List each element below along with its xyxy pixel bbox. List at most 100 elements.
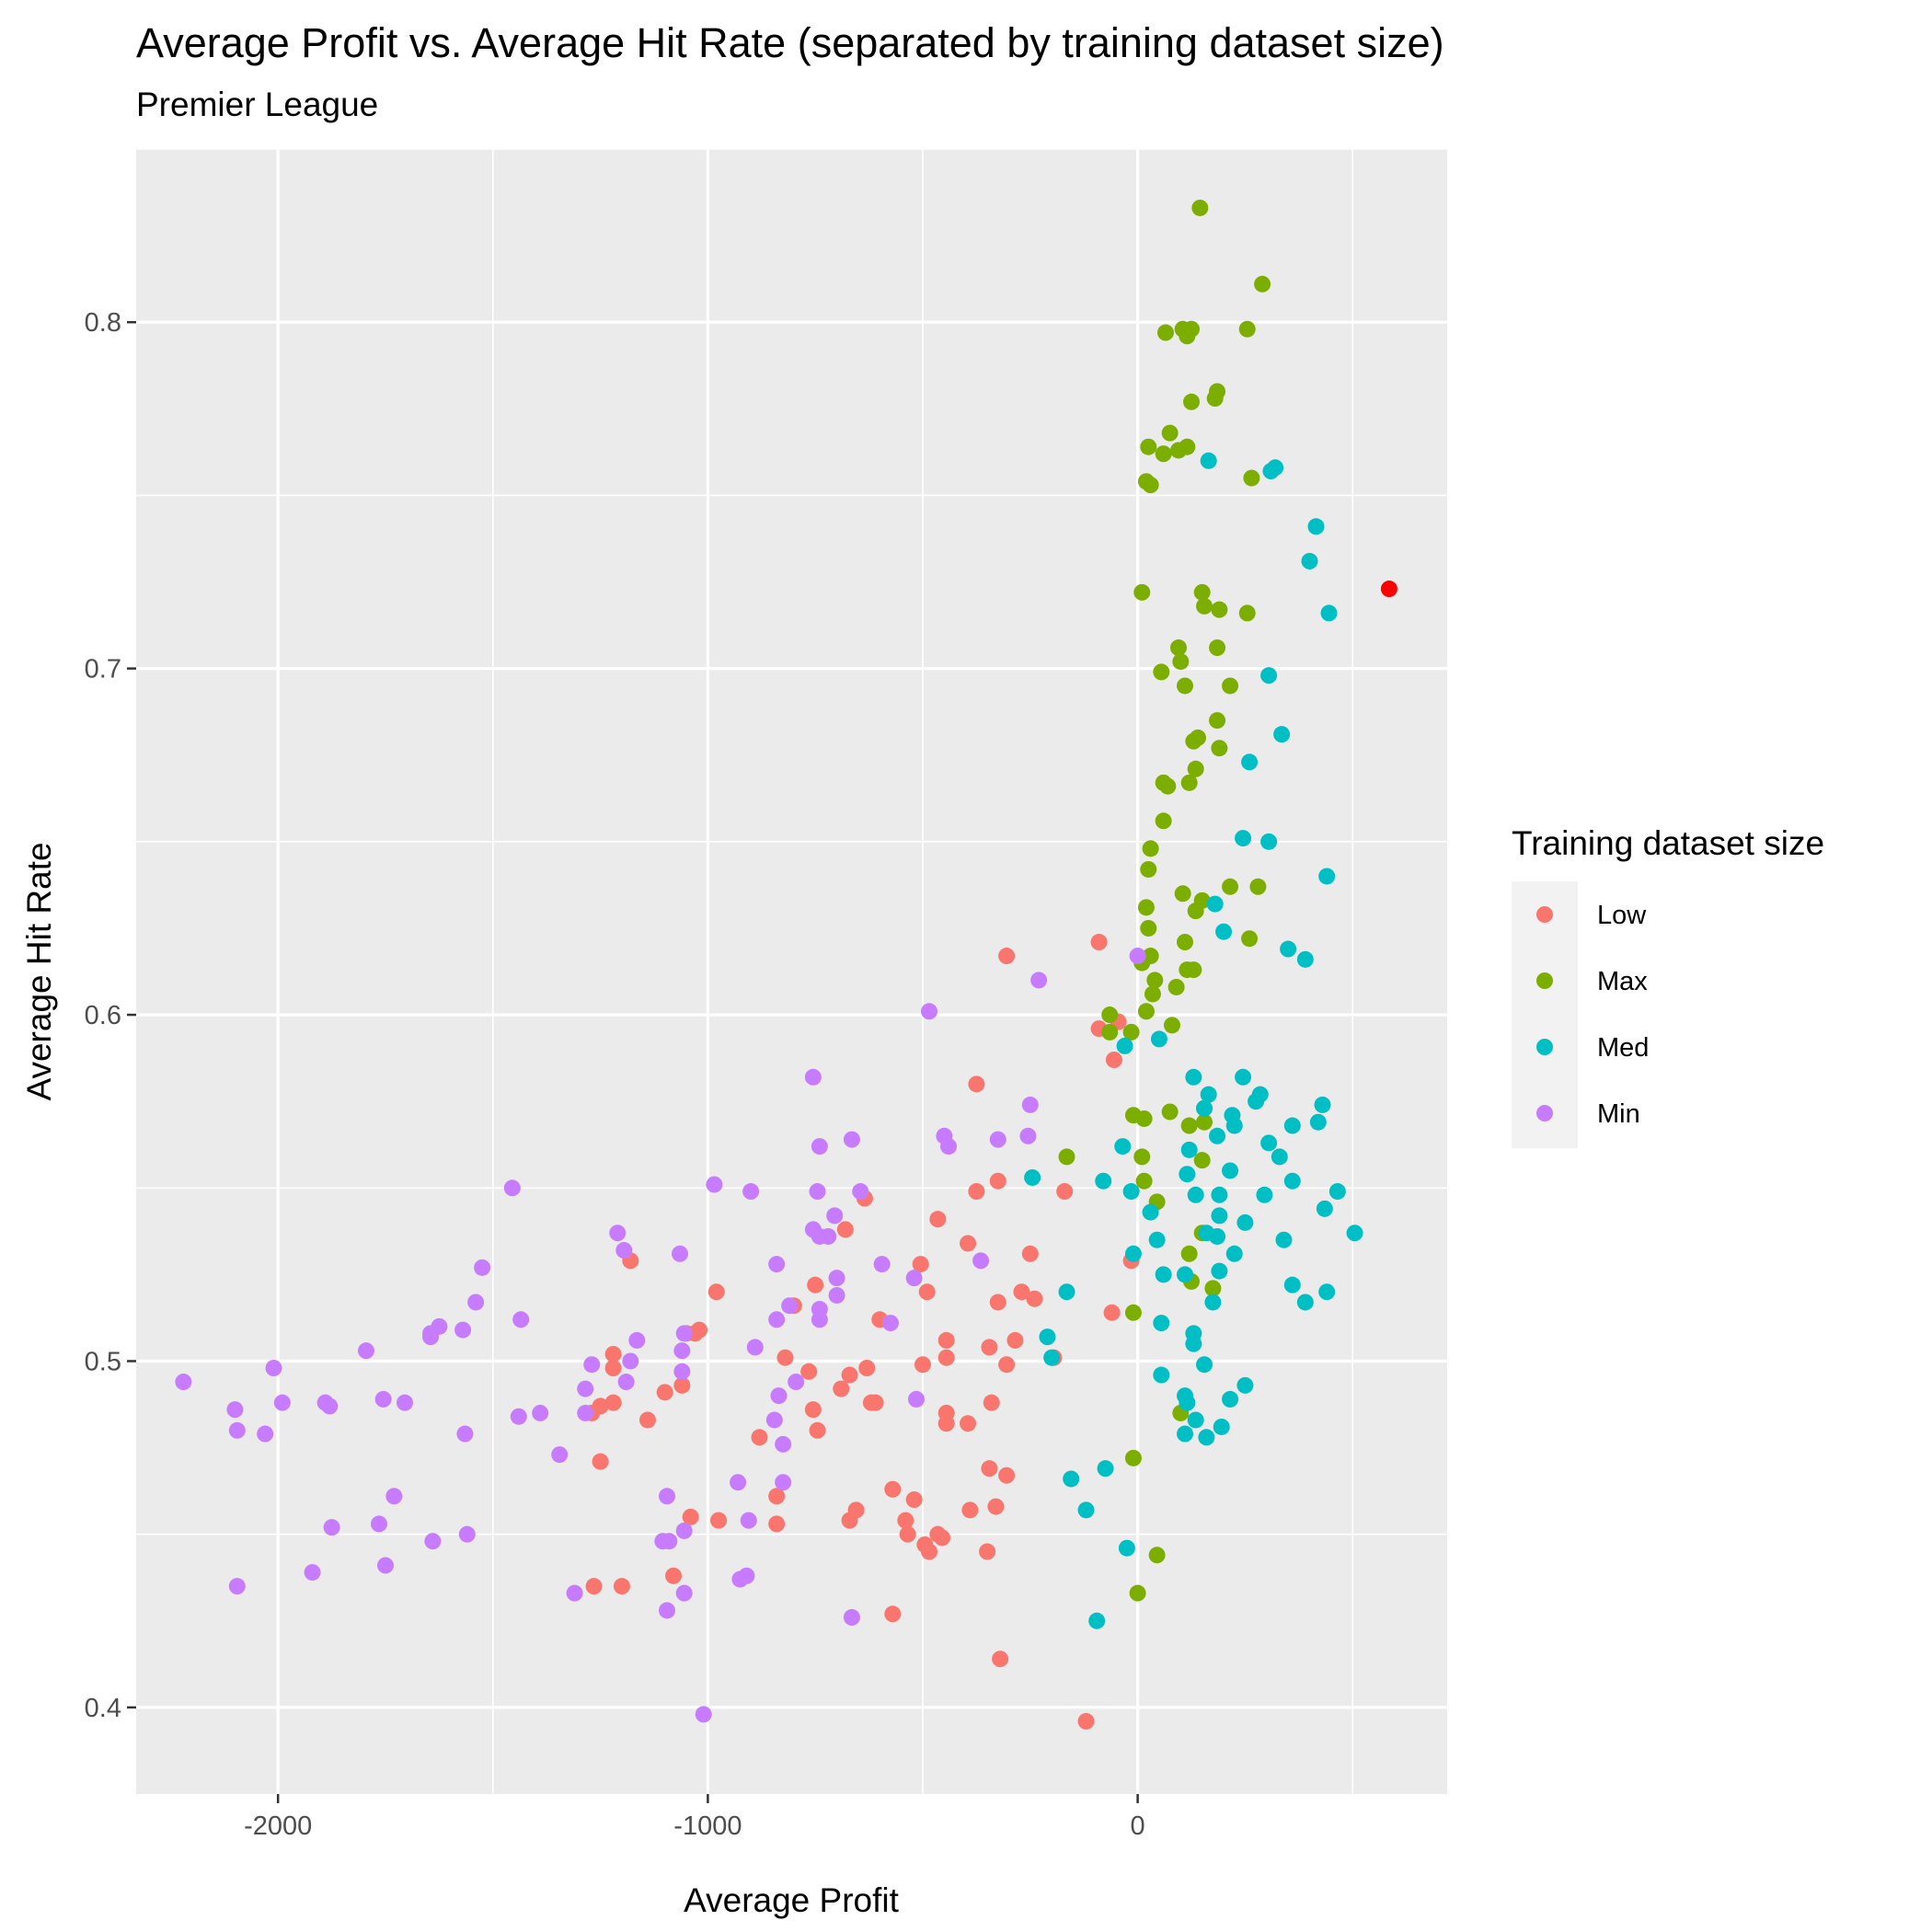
point-min	[788, 1374, 805, 1391]
point-max	[1179, 438, 1196, 455]
point-min	[609, 1225, 627, 1242]
point-max	[1185, 961, 1202, 979]
point-med	[1273, 726, 1291, 743]
point-med	[1118, 1539, 1135, 1557]
point-med	[1251, 1086, 1269, 1103]
point-min	[474, 1259, 491, 1276]
point-low	[604, 1394, 622, 1411]
point-med	[1124, 1245, 1142, 1262]
point-min	[577, 1380, 594, 1397]
point-max	[1135, 1110, 1153, 1127]
chart-subtitle: Premier League	[136, 86, 378, 123]
point-min	[357, 1342, 374, 1360]
legend-key-med	[1536, 1039, 1553, 1055]
point-min	[422, 1328, 440, 1346]
point-max	[1185, 732, 1202, 750]
point-max	[1133, 583, 1151, 601]
point-low	[710, 1512, 728, 1529]
point-min	[905, 1270, 923, 1287]
x-tick-label: -2000	[244, 1811, 312, 1841]
point-med	[1301, 552, 1318, 569]
point-med	[1280, 940, 1297, 958]
point-low	[912, 1256, 929, 1273]
y-axis: 0.4 0.5 0.6 0.7 0.8	[85, 308, 136, 1723]
point-min	[770, 1387, 788, 1405]
point-min	[740, 1512, 757, 1529]
point-min	[675, 1584, 693, 1602]
point-max	[1148, 1547, 1166, 1564]
point-low	[1021, 1245, 1039, 1262]
point-min	[659, 1602, 676, 1619]
legend-key-max	[1536, 972, 1553, 989]
point-med	[1196, 1356, 1213, 1374]
point-min	[454, 1321, 472, 1339]
point-min	[730, 1474, 747, 1491]
point-med	[1039, 1328, 1056, 1346]
point-max	[1238, 320, 1256, 338]
point-min	[1030, 972, 1048, 989]
point-max	[1169, 639, 1187, 657]
point-min	[940, 1138, 958, 1156]
point-low	[1105, 1051, 1122, 1068]
point-med	[1222, 1390, 1239, 1408]
legend: Training dataset size Low Max Med Min	[1512, 824, 1824, 1148]
point-low	[1006, 1331, 1024, 1349]
point-low	[981, 1339, 998, 1356]
point-low	[998, 1356, 1016, 1374]
point-med	[1211, 1207, 1228, 1225]
point-min	[376, 1557, 394, 1574]
point-low	[937, 1349, 955, 1366]
point-min	[226, 1401, 244, 1419]
point-med	[1296, 950, 1314, 968]
point-max	[1153, 663, 1170, 681]
point-med	[1309, 1113, 1327, 1131]
point-min	[738, 1567, 755, 1584]
point-med	[1122, 1183, 1140, 1201]
point-med	[1328, 1183, 1346, 1201]
point-max	[1211, 740, 1228, 757]
point-max	[1155, 445, 1172, 463]
point-med	[1058, 1283, 1075, 1301]
point-low	[833, 1380, 850, 1397]
point-med	[1095, 1172, 1112, 1190]
point-low	[656, 1384, 673, 1401]
point-low	[1103, 1304, 1121, 1321]
point-min	[675, 1522, 693, 1539]
point-med	[1177, 1425, 1193, 1443]
point-low	[768, 1488, 786, 1505]
point-min	[228, 1421, 246, 1439]
point-med	[1177, 1266, 1193, 1283]
point-med	[1185, 1335, 1202, 1352]
point-med	[1256, 1186, 1273, 1203]
point-highlight	[1380, 581, 1397, 598]
point-med	[1211, 1262, 1228, 1280]
point-min	[175, 1374, 192, 1391]
point-low	[979, 1543, 996, 1560]
point-min	[228, 1578, 246, 1595]
point-med	[1063, 1470, 1080, 1488]
point-med	[1043, 1349, 1061, 1366]
point-med	[1318, 1283, 1336, 1301]
point-med	[1204, 1294, 1222, 1311]
point-low	[776, 1349, 794, 1366]
point-min	[374, 1390, 392, 1408]
point-min	[617, 1374, 635, 1391]
point-med	[1187, 1186, 1204, 1203]
point-low	[807, 1276, 824, 1294]
point-min	[706, 1176, 723, 1193]
point-med	[1142, 1203, 1159, 1221]
point-min	[765, 1411, 783, 1429]
point-med	[1283, 1172, 1301, 1190]
point-med	[1114, 1138, 1132, 1156]
legend-label-low: Low	[1597, 901, 1647, 930]
point-med	[1215, 923, 1233, 940]
point-med	[1236, 1213, 1254, 1231]
point-max	[1140, 438, 1157, 455]
point-med	[1296, 1294, 1314, 1311]
point-max	[1167, 978, 1185, 995]
point-min	[622, 1352, 639, 1370]
point-med	[1314, 1096, 1331, 1113]
point-max	[1180, 1245, 1198, 1262]
point-min	[257, 1425, 274, 1443]
